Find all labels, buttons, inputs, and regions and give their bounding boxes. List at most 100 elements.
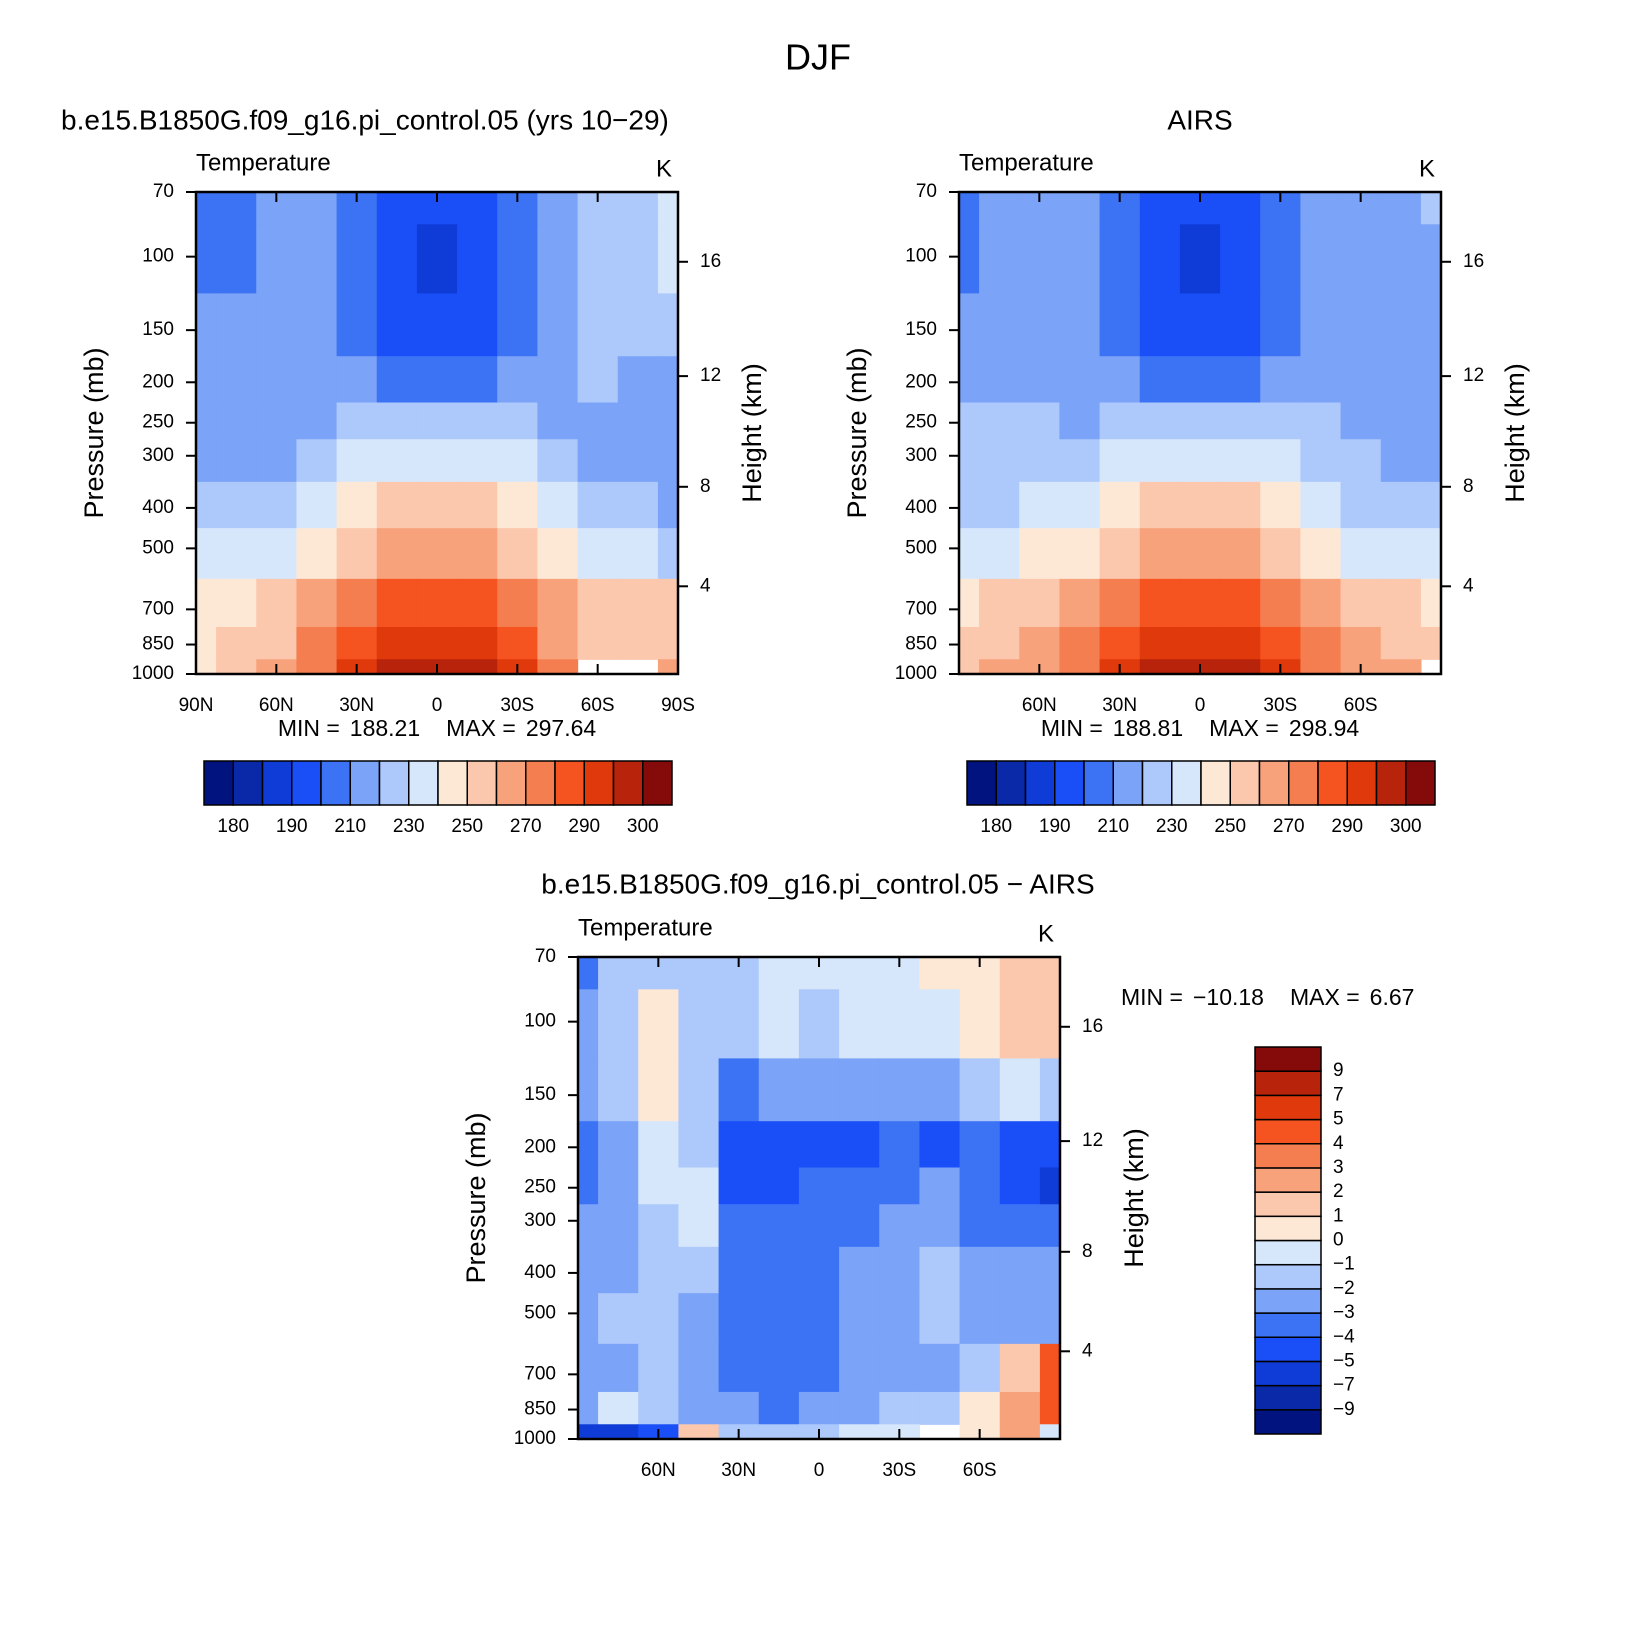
field-cell [296, 439, 338, 483]
field-cell [598, 989, 639, 1059]
field-cell [657, 659, 679, 675]
y-tick-label: 400 [524, 1262, 556, 1283]
field-cell [919, 989, 961, 1059]
field-cell [336, 528, 378, 580]
colorbar-label: 7 [1333, 1084, 1344, 1105]
colorbar-box [1405, 760, 1436, 806]
field-cell [638, 1293, 680, 1345]
field-cell [678, 1167, 720, 1205]
field-cell [1099, 439, 1141, 483]
colorbar-box [1258, 760, 1290, 806]
field-cell [1099, 626, 1141, 660]
field-cell [1220, 439, 1261, 483]
colorbar-box [1141, 760, 1173, 806]
field-cell [678, 1391, 720, 1425]
colorbar-label: 230 [393, 816, 425, 837]
field-cell [537, 356, 579, 404]
field-cell [1099, 481, 1141, 529]
field-cell [979, 528, 1020, 580]
y2-axis-label: Height (km) [1119, 1128, 1149, 1268]
field-cell [497, 626, 539, 660]
colorbar-box [1083, 760, 1114, 806]
field-cell [196, 224, 217, 294]
field-cell [638, 1246, 680, 1294]
colorbar-box [232, 760, 264, 806]
field-cell [678, 1121, 720, 1169]
field-cell [1380, 481, 1422, 529]
field-cell [919, 1391, 961, 1425]
field-cell [1019, 402, 1061, 440]
colorbar-box [291, 760, 322, 806]
field-cell [1179, 439, 1221, 483]
field-cell [497, 293, 539, 357]
field-cell [598, 1391, 639, 1425]
field-cell [999, 1343, 1041, 1393]
field-cell [1059, 481, 1101, 529]
colorbar-box [378, 760, 410, 806]
field-cell [196, 481, 217, 529]
field-cell [578, 1058, 599, 1122]
field-cell [336, 626, 378, 660]
field-cell [959, 1246, 1001, 1294]
y2-tick-label: 8 [1082, 1241, 1093, 1262]
field-cell [336, 578, 378, 628]
y-tick-label: 200 [905, 371, 937, 392]
field-cell [999, 1204, 1041, 1248]
stats-min-label: MIN = [1041, 715, 1103, 741]
colorbar-box [349, 760, 381, 806]
y2-tick-label: 8 [700, 476, 711, 497]
field-cell [336, 293, 378, 357]
field-cell [577, 356, 619, 404]
field-cell [959, 989, 1001, 1059]
colorbar-box [1254, 1118, 1322, 1145]
y2-tick-label: 16 [700, 251, 721, 272]
field-cell [798, 1167, 840, 1205]
field-cell [1380, 192, 1422, 225]
field-cell [457, 528, 498, 580]
right-label: K [656, 155, 672, 182]
y-axis-label: Pressure (mb) [461, 1112, 491, 1283]
y-tick-label: 1000 [895, 663, 937, 684]
colorbar-label: 1 [1333, 1205, 1344, 1226]
colorbar-box [1229, 760, 1261, 806]
field-cell [1300, 293, 1342, 357]
field-cell [979, 356, 1020, 404]
field-cell [999, 1293, 1041, 1345]
field-cell [1380, 659, 1422, 675]
field-cell [919, 1121, 961, 1169]
field-cell [578, 1343, 599, 1393]
field-cell [919, 1246, 961, 1294]
field-cell [1139, 528, 1181, 580]
y-tick-label: 500 [142, 537, 174, 558]
field-cell [919, 957, 961, 990]
field-cell [376, 356, 418, 404]
field-cell [1019, 356, 1061, 404]
field-cell [1340, 626, 1382, 660]
field-cell [919, 1058, 961, 1122]
field-cell [1039, 1058, 1061, 1122]
y-tick-label: 250 [905, 412, 937, 433]
field-cell [678, 957, 720, 990]
field-cell [638, 1121, 680, 1169]
field-cell [537, 439, 579, 483]
field-cell [959, 356, 980, 404]
field-cell [879, 1343, 921, 1393]
field-cell [537, 481, 579, 529]
field-cell [416, 439, 458, 483]
field-cell [959, 1293, 1001, 1345]
left-label: Temperature [196, 149, 331, 176]
stats-min-label: MIN = [278, 715, 340, 741]
field-cell [1300, 481, 1342, 529]
y-axis-label: Pressure (mb) [79, 347, 109, 518]
field-cell [1380, 402, 1422, 440]
field-cell [1220, 659, 1261, 675]
field-cell [999, 1121, 1041, 1169]
y-tick-label: 300 [905, 445, 937, 466]
field-cell [1260, 626, 1302, 660]
field-cell [1380, 528, 1422, 580]
colorbar-box [1200, 760, 1231, 806]
y-tick-label: 500 [524, 1302, 556, 1323]
colorbar-label: 210 [334, 816, 366, 837]
field-cell [718, 1121, 760, 1169]
field-cell [578, 1424, 599, 1440]
